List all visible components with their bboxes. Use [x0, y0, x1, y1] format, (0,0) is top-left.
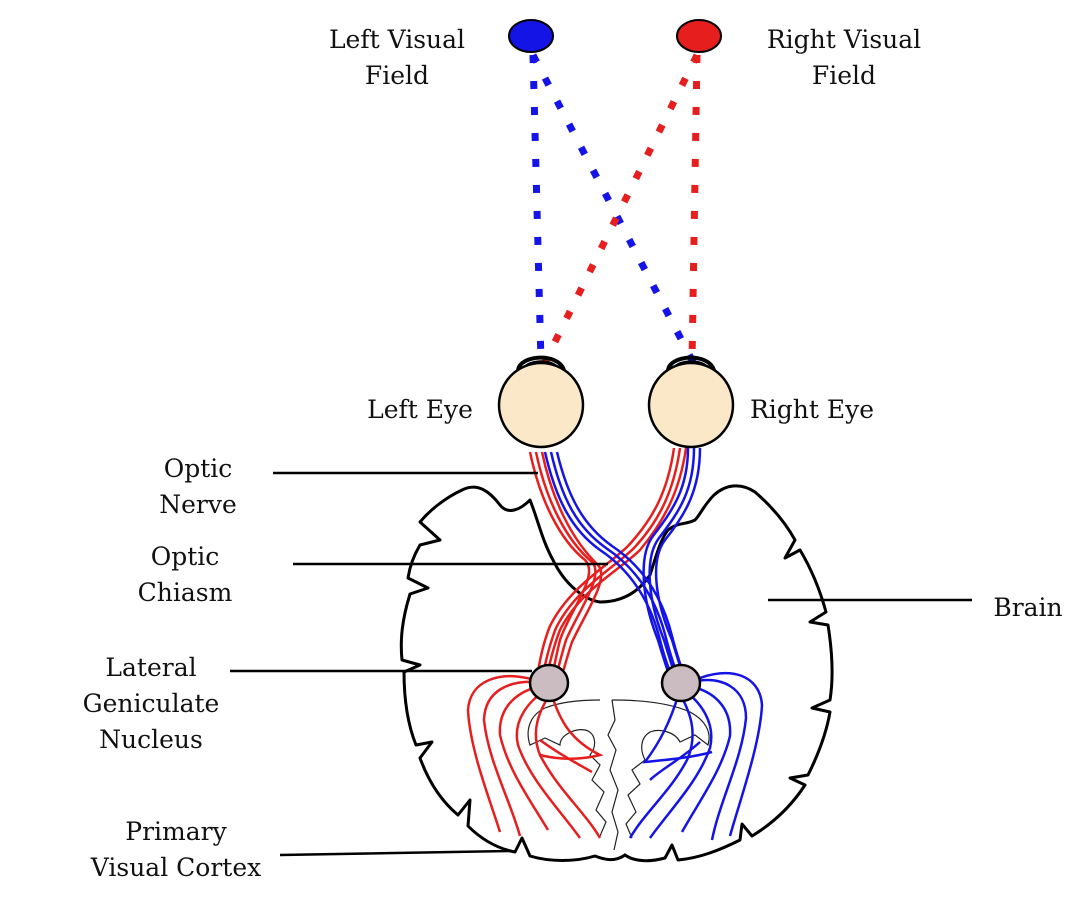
brain-left-hemisphere — [399, 485, 627, 862]
right-eye-label: Right Eye — [742, 392, 882, 428]
red-fiber — [534, 447, 676, 689]
optic-nerve-label-line2: Nerve — [159, 490, 237, 519]
primary-visual-cortex-label-line1: Primary — [125, 817, 227, 846]
red-radiation — [539, 695, 604, 760]
brain-label-text: Brain — [993, 593, 1063, 622]
blue-fiber — [549, 451, 682, 685]
blue-radiation — [642, 695, 713, 764]
primary-visual-cortex-label: Primary Visual Cortex — [78, 814, 274, 886]
right-eye-label-text: Right Eye — [749, 395, 875, 424]
right-eye-icon — [647, 355, 735, 449]
red-fiber — [540, 451, 603, 691]
lgn-label-line3: Nucleus — [99, 725, 203, 754]
blue-radiation — [648, 689, 713, 839]
left-visual-field-label-line1: Left Visual — [328, 25, 466, 54]
right-visual-field-label-line1: Right Visual — [766, 25, 922, 54]
blue-fiber — [543, 451, 677, 685]
blue-fiber — [642, 447, 690, 685]
left-visual-field-label: Left Visual Field — [318, 22, 476, 94]
right-visual-field-dot — [676, 19, 722, 53]
right-field-to-left-eye-line — [541, 53, 701, 364]
left-visual-field-dot — [508, 19, 554, 53]
blue-fiber — [648, 447, 696, 685]
brain-label: Brain — [980, 590, 1076, 626]
optic-chiasm-label: Optic Chiasm — [125, 539, 245, 611]
brain-midline — [607, 699, 619, 851]
left-eye-icon — [497, 355, 585, 449]
left-eye-label-text: Left Eye — [367, 395, 473, 424]
lgn-label-line2: Geniculate — [82, 689, 220, 718]
red-fiber — [534, 451, 597, 691]
optic-chiasm-label-line2: Chiasm — [137, 578, 233, 607]
red-radiation — [539, 738, 593, 774]
blue-radiation — [691, 678, 748, 841]
left-field-to-left-eye-line — [529, 54, 545, 363]
blue-fiber — [654, 447, 702, 685]
primary-visual-cortex-pointer — [279, 849, 513, 857]
blue-radiation — [628, 693, 694, 839]
lgn-label-line1: Lateral — [105, 653, 197, 682]
right-visual-field-label: Right Visual Field — [752, 22, 936, 94]
red-fiber — [538, 447, 682, 689]
left-lgn-shape — [528, 663, 570, 703]
primary-visual-cortex-label-line2: Visual Cortex — [90, 853, 262, 882]
left-eye-label: Left Eye — [358, 392, 482, 428]
blue-radiation — [680, 684, 732, 833]
blue-radiation — [649, 741, 701, 781]
red-radiation — [498, 684, 550, 831]
right-visual-field-label-line2: Field — [811, 61, 877, 90]
blue-radiation — [694, 671, 764, 837]
optic-nerve-label-line1: Optic — [163, 454, 233, 483]
left-visual-field-label-line2: Field — [364, 61, 430, 90]
brain-inner-right — [611, 699, 710, 839]
right-field-to-right-eye-line — [688, 54, 701, 363]
lgn-label: Lateral Geniculate Nucleus — [72, 650, 230, 758]
red-radiation — [534, 693, 602, 839]
red-radiation — [515, 688, 582, 839]
optic-nerve-label: Optic Nerve — [148, 451, 248, 523]
left-field-to-right-eye-line — [529, 53, 697, 364]
optic-chiasm-label-line1: Optic — [150, 542, 220, 571]
red-radiation — [466, 675, 536, 833]
red-radiation — [482, 680, 539, 837]
red-fiber — [542, 447, 688, 689]
right-lgn-shape — [660, 663, 702, 703]
